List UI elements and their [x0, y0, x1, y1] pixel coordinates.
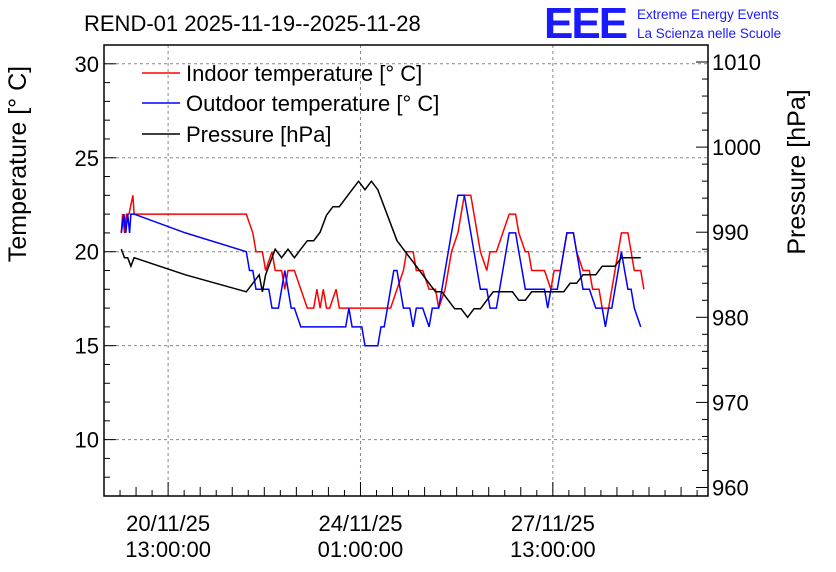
y-tick-label: 30	[75, 52, 99, 77]
y-axis-label: Temperature [° C]	[4, 66, 32, 262]
right-axis-ticks: 960 970 980 990 1000 1010	[696, 44, 761, 500]
series-line-pressure	[120, 179, 641, 319]
eee-logo-line2: La Scienza nelle Scuole	[637, 26, 781, 41]
y2-tick-label: 1010	[712, 50, 761, 75]
x-tick-label-time: 13:00:00	[510, 537, 596, 562]
x-tick-label-date: 27/11/25	[511, 511, 595, 536]
y2-tick-label: 1000	[712, 135, 761, 160]
x-tick-label-time: 01:00:00	[318, 537, 404, 562]
y2-tick-label: 980	[712, 305, 749, 330]
legend: Indoor temperature [° C] Outdoor tempera…	[142, 61, 439, 147]
y2-tick-label: 960	[712, 475, 749, 500]
left-axis-ticks: 10 15 20 25 30	[75, 44, 116, 497]
eee-logo: EEE Extreme Energy Events La Scienza nel…	[544, 0, 781, 48]
eee-logo-line1: Extreme Energy Events	[637, 7, 779, 22]
series-line-outdoor	[120, 194, 642, 347]
y-tick-label: 20	[75, 240, 99, 265]
x-axis-ticks: 20/11/2513:00:0024/11/2501:00:0027/11/25…	[119, 482, 698, 562]
y2-axis-label: Pressure [hPa]	[783, 89, 811, 254]
y2-tick-label: 990	[712, 220, 749, 245]
x-tick-label-date: 24/11/25	[318, 511, 402, 536]
y-tick-label: 15	[75, 334, 99, 359]
legend-label-indoor: Indoor temperature [° C]	[186, 61, 422, 86]
legend-label-pressure: Pressure [hPa]	[186, 122, 332, 147]
y2-tick-label: 970	[712, 390, 749, 415]
legend-label-outdoor: Outdoor temperature [° C]	[186, 91, 439, 116]
chart-title: REND-01 2025-11-19--2025-11-28	[84, 11, 421, 36]
eee-logo-mark: EEE	[544, 0, 627, 48]
series-line-indoor	[120, 194, 645, 309]
x-tick-label-date: 20/11/25	[126, 511, 210, 536]
y-tick-label: 25	[75, 146, 99, 171]
series-lines	[120, 179, 645, 347]
y-tick-label: 10	[75, 428, 99, 453]
x-tick-label-time: 13:00:00	[125, 537, 211, 562]
